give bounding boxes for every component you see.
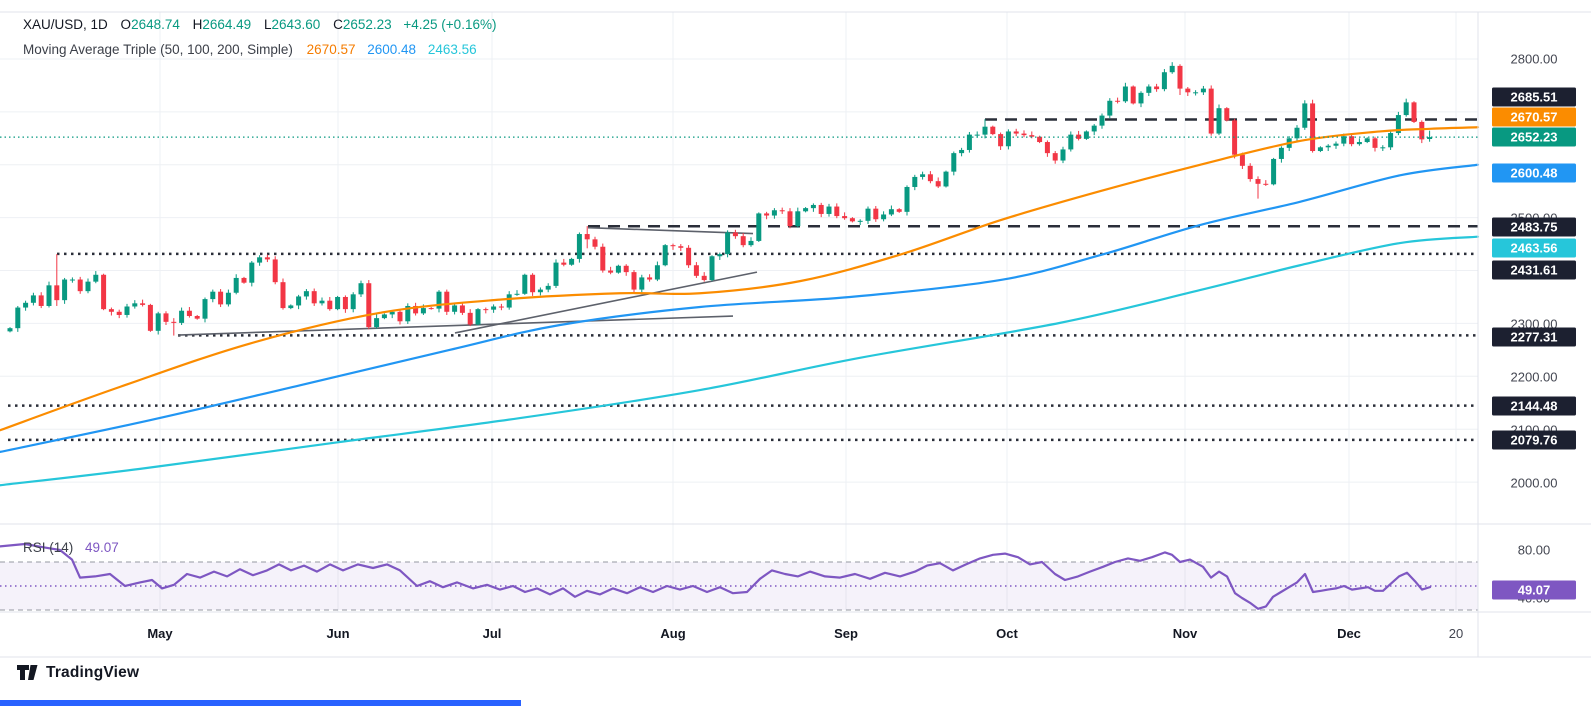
price-axis-badge: 2600.48 <box>1492 163 1576 183</box>
ma-indicator-legend[interactable]: Moving Average Triple (50, 100, 200, Sim… <box>23 42 477 57</box>
date-tick-label[interactable]: Sep <box>834 626 858 641</box>
svg-text:2144.48: 2144.48 <box>1511 399 1558 414</box>
svg-text:2685.51: 2685.51 <box>1511 90 1558 105</box>
sma200-line[interactable] <box>0 235 1480 487</box>
low-label: L <box>263 17 272 32</box>
price-axis-badge: 2277.31 <box>1492 327 1576 347</box>
bottom-progress-bar <box>0 700 521 706</box>
price-axis-badge: 2685.51 <box>1492 87 1576 107</box>
svg-text:2670.57: 2670.57 <box>1511 110 1558 125</box>
tradingview-watermark[interactable]: TradingView <box>16 662 139 683</box>
price-axis-badge: 2431.61 <box>1492 260 1576 280</box>
rsi-indicator-legend[interactable]: RSI (14) 49.07 <box>23 540 119 555</box>
symbol-title[interactable]: XAU/USD, 1D <box>23 17 108 32</box>
close-label: C <box>333 17 343 32</box>
date-tick-label[interactable]: 20 <box>1449 626 1463 641</box>
price-axis-badge: 2079.76 <box>1492 430 1576 450</box>
date-tick-label[interactable]: Jun <box>326 626 349 641</box>
tradingview-logo-icon <box>17 665 38 680</box>
date-tick-label[interactable]: Jul <box>483 626 502 641</box>
price-axis-badge: 49.07 <box>1492 580 1576 600</box>
date-tick-label[interactable]: Nov <box>1173 626 1198 641</box>
svg-text:2277.31: 2277.31 <box>1511 330 1558 345</box>
svg-text:2463.56: 2463.56 <box>1511 241 1558 256</box>
low-value: 2643.60 <box>271 17 321 32</box>
svg-text:49.07: 49.07 <box>1518 583 1551 598</box>
ma200-value: 2463.56 <box>427 42 477 57</box>
high-label: H <box>192 17 203 32</box>
price-axis-badge: 2483.75 <box>1492 217 1576 237</box>
price-axis-badge: 2670.57 <box>1492 107 1576 127</box>
svg-text:2652.23: 2652.23 <box>1511 130 1558 145</box>
date-tick-label[interactable]: Aug <box>660 626 685 641</box>
price-tick-label: 80.00 <box>1518 543 1551 558</box>
high-value: 2664.49 <box>202 17 252 32</box>
symbol-legend[interactable]: XAU/USD, 1D O2648.74 H2664.49 L2643.60 C… <box>23 17 496 32</box>
trendline-2[interactable] <box>454 271 758 334</box>
price-tick-label: 2800.00 <box>1511 52 1558 67</box>
svg-text:2431.61: 2431.61 <box>1511 263 1558 278</box>
sma100-line[interactable] <box>0 163 1480 454</box>
price-axis-badge: 2144.48 <box>1492 396 1576 416</box>
date-tick-label[interactable]: Oct <box>996 626 1018 641</box>
price-axis-badge: 2463.56 <box>1492 238 1576 258</box>
ma100-value: 2600.48 <box>367 42 417 57</box>
candles-layer <box>7 62 1433 336</box>
tradingview-brand-text: TradingView <box>46 663 140 681</box>
price-axis-badge: 2652.23 <box>1492 127 1576 147</box>
rsi-value: 49.07 <box>85 540 119 555</box>
svg-text:2600.48: 2600.48 <box>1511 166 1558 181</box>
ma50-value: 2670.57 <box>306 42 356 57</box>
trendline-3[interactable] <box>177 315 734 336</box>
change-value: +4.25 (+0.16%) <box>403 17 497 32</box>
ma-indicator-title[interactable]: Moving Average Triple (50, 100, 200, Sim… <box>23 42 293 57</box>
open-label: O <box>120 17 132 32</box>
date-tick-label[interactable]: May <box>147 626 173 641</box>
open-value: 2648.74 <box>131 17 180 32</box>
svg-text:2079.76: 2079.76 <box>1511 433 1558 448</box>
rsi-indicator-title[interactable]: RSI (14) <box>23 540 74 555</box>
price-tick-label: 2200.00 <box>1511 370 1558 385</box>
price-tick-label: 2000.00 <box>1511 476 1558 491</box>
rsi-line[interactable] <box>0 542 1432 610</box>
sma50-line[interactable] <box>0 126 1480 432</box>
date-tick-label[interactable]: Dec <box>1337 626 1361 641</box>
close-value: 2652.23 <box>342 17 392 32</box>
svg-text:2483.75: 2483.75 <box>1511 220 1558 235</box>
